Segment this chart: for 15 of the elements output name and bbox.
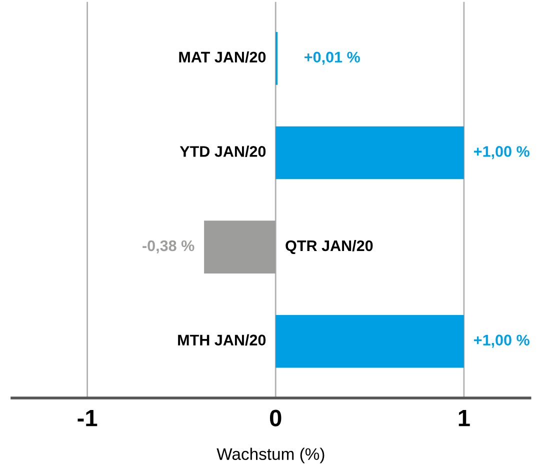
bar bbox=[204, 220, 276, 274]
data-label: -0,38 % bbox=[142, 240, 194, 254]
x-tick-label: -1 bbox=[78, 410, 98, 426]
y-tick-label: MTH JAN/20 bbox=[178, 334, 266, 346]
y-tick-label: QTR JAN/20 bbox=[286, 240, 373, 254]
x-axis-title: Wachstum (%) bbox=[216, 448, 324, 464]
data-label: +1,00 % bbox=[474, 146, 530, 160]
x-tick-label: 1 bbox=[458, 410, 470, 426]
x-tick-label: 0 bbox=[270, 410, 282, 426]
data-label: +0,01 % bbox=[304, 52, 360, 65]
bar bbox=[276, 126, 464, 180]
data-label: +1,00 % bbox=[474, 334, 530, 348]
y-tick-label: MAT JAN/20 bbox=[179, 51, 266, 63]
y-tick-label: YTD JAN/20 bbox=[180, 146, 266, 158]
bar bbox=[276, 314, 464, 368]
